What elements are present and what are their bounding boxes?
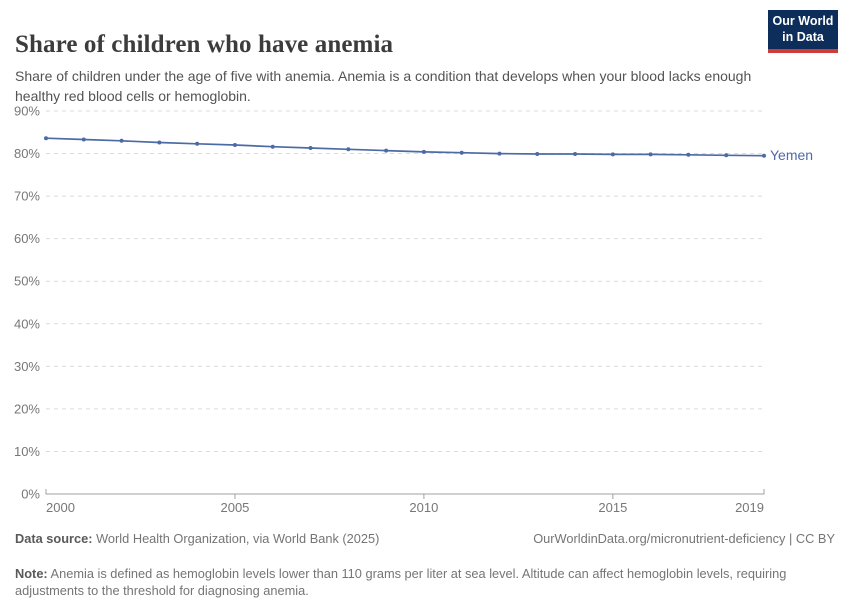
- owid-logo-line1: Our World: [772, 13, 834, 28]
- data-source-label: Data source:: [15, 531, 93, 546]
- data-point[interactable]: [157, 140, 162, 145]
- x-tick-label: 2015: [598, 500, 627, 515]
- data-point[interactable]: [119, 138, 124, 143]
- data-point[interactable]: [81, 137, 86, 142]
- footer-note: Note: Anemia is defined as hemoglobin le…: [15, 565, 827, 600]
- data-point[interactable]: [232, 143, 237, 147]
- y-tick-label: 70%: [14, 189, 40, 204]
- y-tick-label: 60%: [14, 231, 40, 246]
- data-point[interactable]: [44, 136, 48, 141]
- note-text: Anemia is defined as hemoglobin levels l…: [15, 565, 787, 599]
- data-point[interactable]: [459, 150, 464, 155]
- data-point[interactable]: [308, 146, 313, 150]
- data-source-text: Data source: World Health Organization, …: [15, 531, 379, 546]
- y-tick-label: 10%: [14, 444, 40, 459]
- x-axis-line: [45, 489, 765, 495]
- data-point[interactable]: [573, 152, 578, 156]
- data-point[interactable]: [648, 152, 653, 157]
- owid-url-link[interactable]: OurWorldinData.org/micronutrient-deficie…: [533, 531, 835, 546]
- data-point[interactable]: [686, 152, 691, 157]
- data-point[interactable]: [610, 152, 615, 157]
- x-tick-label: 2019: [735, 500, 764, 515]
- line-chart-canvas: 0% 10% 20% 30% 40% 50% 60% 70% 80% 90% 2000 2005 201…: [14, 104, 813, 516]
- data-point[interactable]: [421, 149, 426, 154]
- x-tick-label: 2010: [409, 500, 438, 515]
- y-tick-label: 0%: [21, 487, 40, 502]
- x-tick-label: 2000: [46, 500, 75, 515]
- footer-source-row: Data source: World Health Organization, …: [15, 531, 835, 546]
- data-point[interactable]: [195, 141, 200, 146]
- data-point[interactable]: [270, 144, 275, 149]
- data-point[interactable]: [497, 151, 502, 156]
- chart-subtitle: Share of children under the age of five …: [15, 68, 752, 104]
- x-tick-label: 2005: [220, 500, 249, 515]
- note-label: Note:: [15, 565, 48, 581]
- owid-logo-line2: in Data: [782, 29, 824, 44]
- owid-logo[interactable]: Our World in Data: [768, 10, 838, 53]
- y-tick-label: 90%: [14, 104, 40, 119]
- data-point[interactable]: [346, 147, 351, 152]
- data-point[interactable]: [535, 152, 540, 156]
- data-point[interactable]: [384, 148, 389, 153]
- page-title: Share of children who have anemia: [15, 30, 394, 58]
- trend-line-yemen: [45, 137, 765, 157]
- data-point[interactable]: [762, 153, 766, 158]
- y-tick-label: 20%: [14, 401, 40, 416]
- y-tick-label: 40%: [14, 316, 40, 331]
- y-tick-label: 30%: [14, 359, 40, 374]
- y-tick-label: 80%: [14, 146, 40, 161]
- y-tick-label: 50%: [14, 274, 40, 289]
- data-point[interactable]: [724, 153, 729, 158]
- data-source-value: World Health Organization, via World Ban…: [92, 531, 380, 546]
- series-label-yemen[interactable]: Yemen: [770, 147, 813, 163]
